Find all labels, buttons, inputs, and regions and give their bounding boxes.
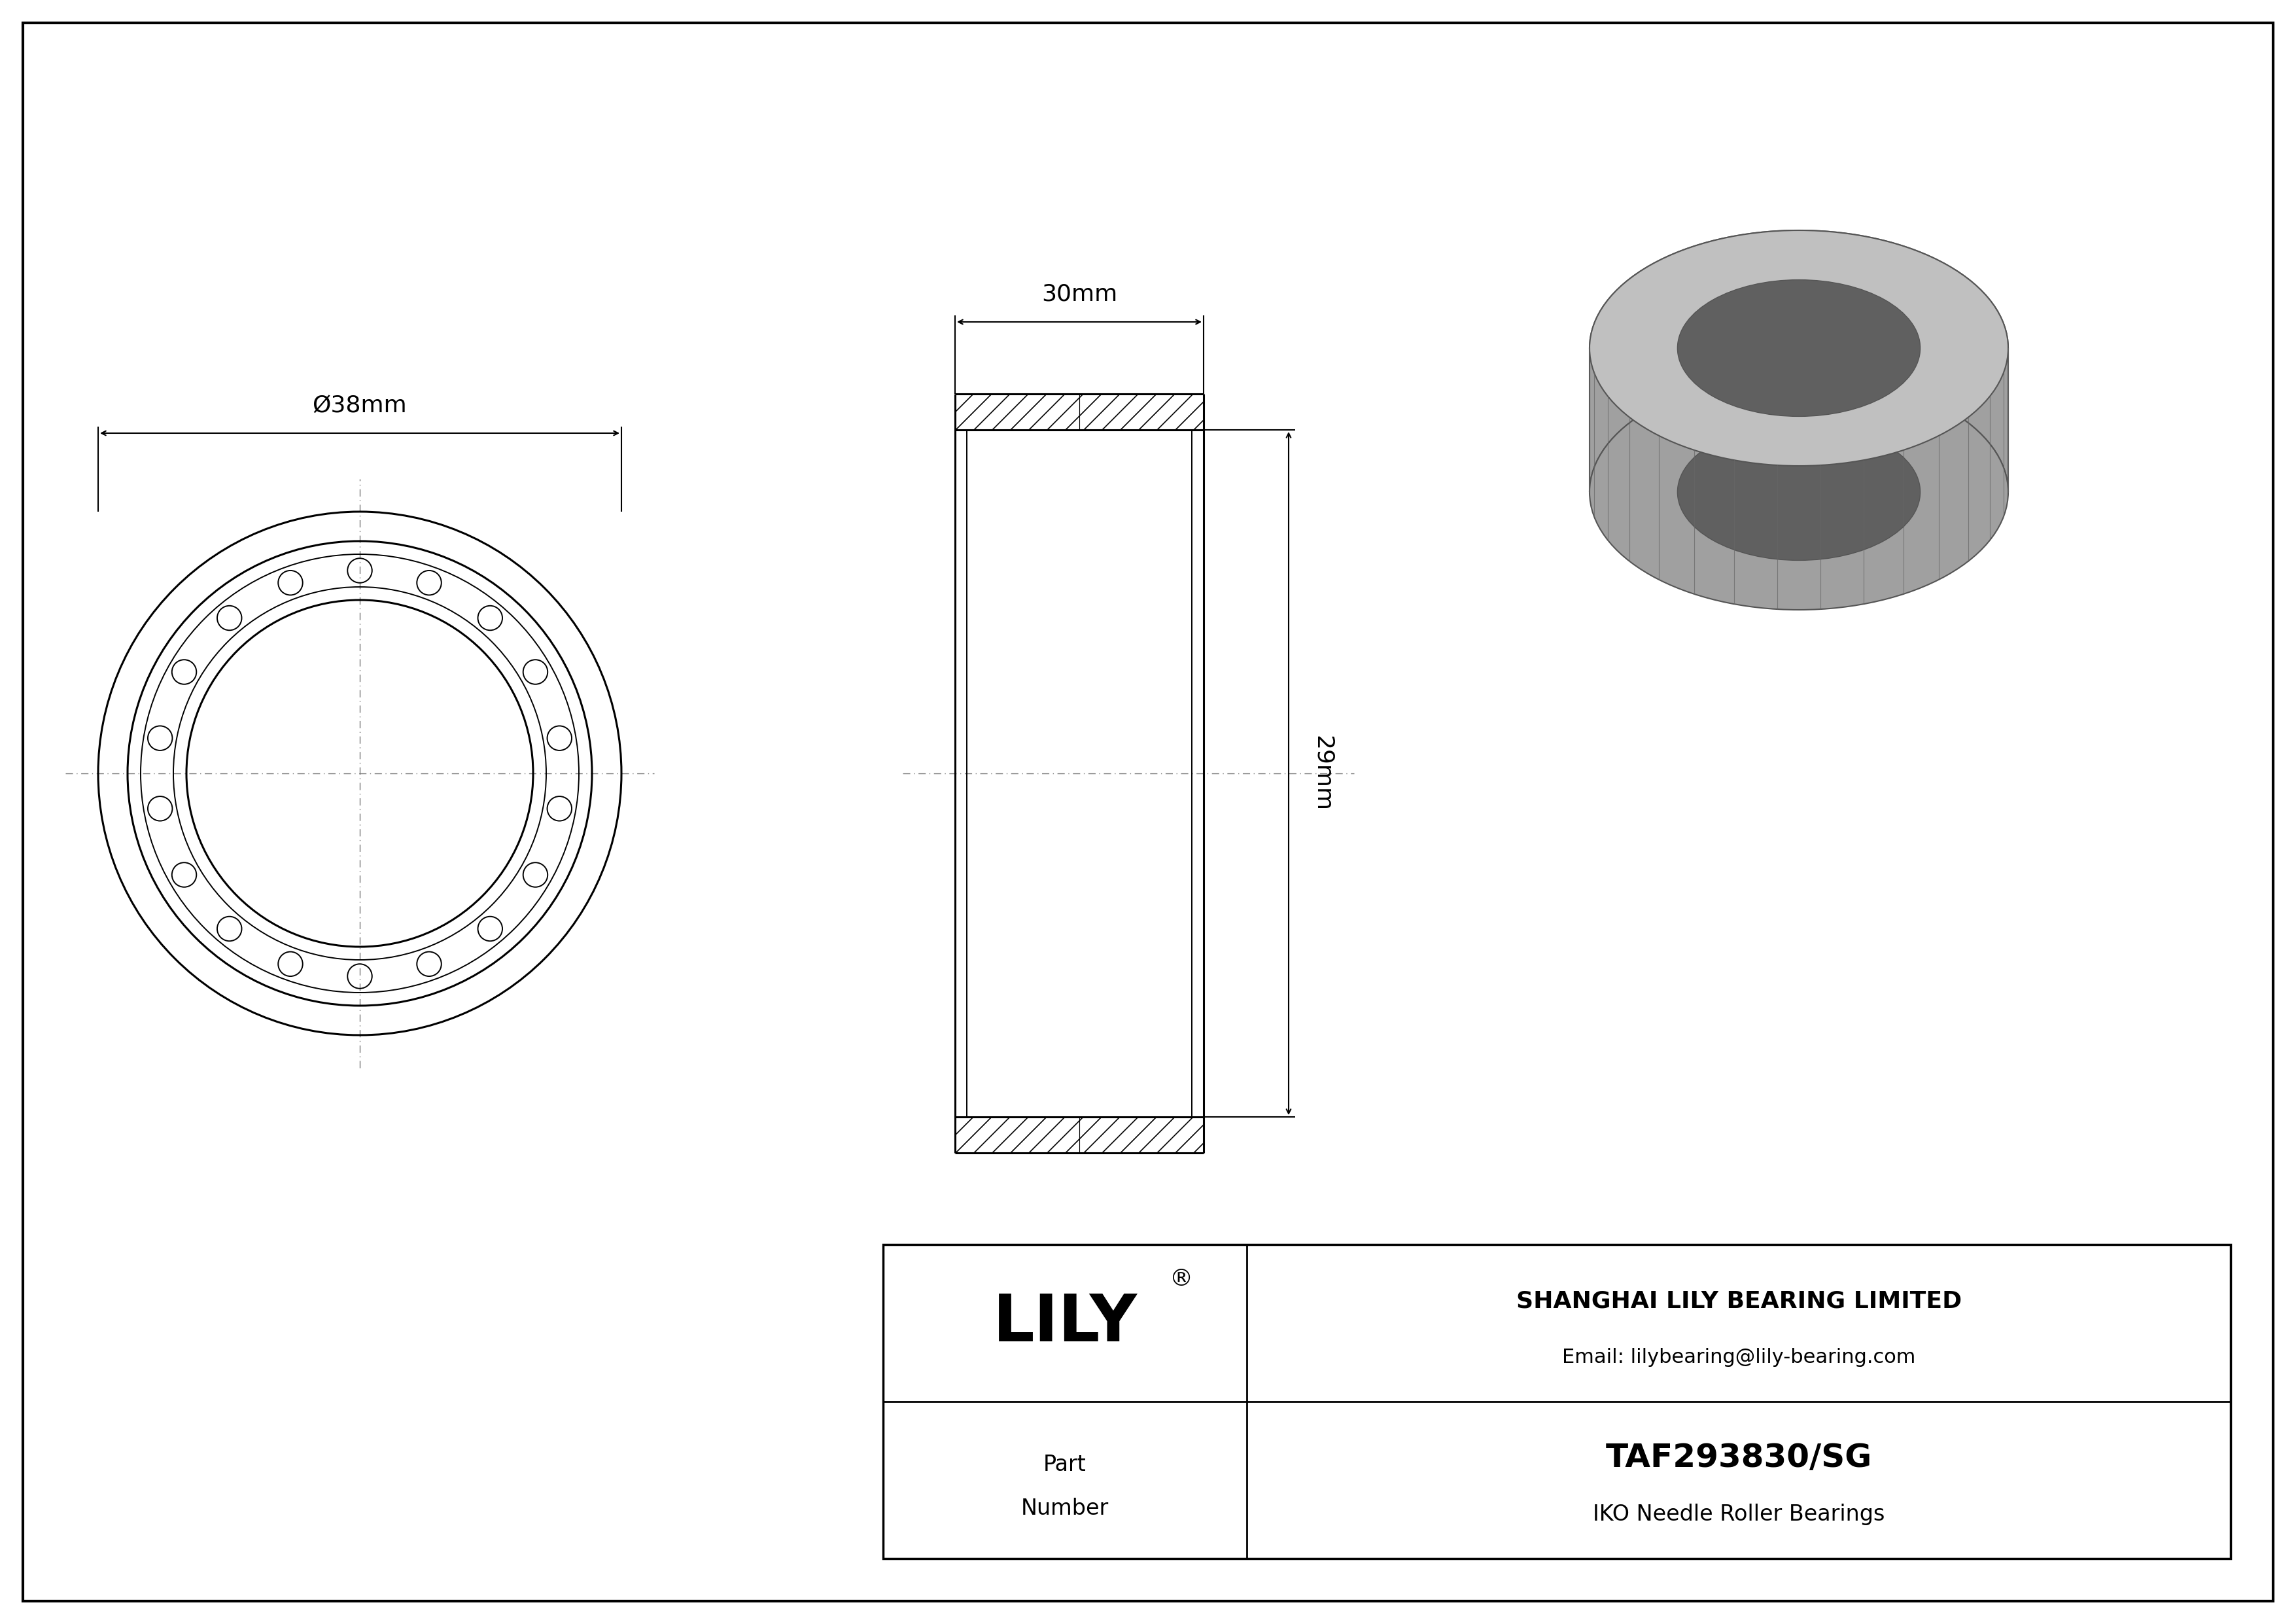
Text: LILY: LILY <box>992 1291 1137 1354</box>
Ellipse shape <box>1589 231 2009 466</box>
Bar <box>884 1244 2232 1559</box>
Ellipse shape <box>1678 424 1919 560</box>
Text: Email: lilybearing@lily-bearing.com: Email: lilybearing@lily-bearing.com <box>1561 1348 1915 1367</box>
Text: Part: Part <box>1042 1453 1086 1475</box>
Ellipse shape <box>1678 279 1919 416</box>
Text: TAF293830/SG: TAF293830/SG <box>1605 1442 1871 1473</box>
Text: 29mm: 29mm <box>1311 736 1334 812</box>
Ellipse shape <box>1589 374 2009 611</box>
Text: 30mm: 30mm <box>1042 283 1118 305</box>
Text: SHANGHAI LILY BEARING LIMITED: SHANGHAI LILY BEARING LIMITED <box>1515 1289 1961 1312</box>
Text: ®: ® <box>1169 1268 1194 1289</box>
Polygon shape <box>1589 231 2009 492</box>
Polygon shape <box>1678 279 1919 492</box>
Text: Number: Number <box>1022 1497 1109 1518</box>
Text: Ø38mm: Ø38mm <box>312 395 406 417</box>
Text: IKO Needle Roller Bearings: IKO Needle Roller Bearings <box>1593 1504 1885 1525</box>
